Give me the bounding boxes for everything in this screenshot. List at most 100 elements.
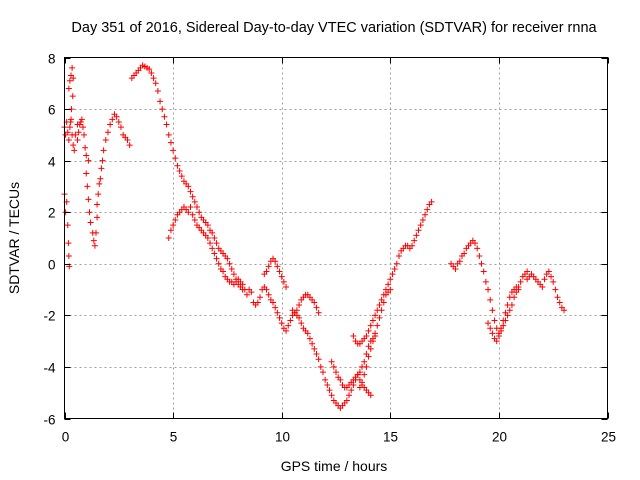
data-point — [274, 309, 281, 316]
data-point — [248, 289, 255, 296]
data-point — [545, 268, 552, 275]
data-point — [387, 286, 394, 293]
data-point — [313, 351, 320, 358]
data-point — [419, 216, 426, 223]
data-point — [85, 196, 92, 203]
data-point — [95, 191, 102, 198]
data-point — [428, 198, 435, 205]
data-point — [191, 198, 198, 205]
data-point — [350, 332, 357, 339]
data-point — [348, 387, 355, 394]
y-tick-label: -6 — [43, 413, 55, 428]
data-point — [278, 273, 285, 280]
data-point — [315, 309, 322, 316]
data-point — [315, 356, 322, 363]
data-point — [452, 265, 459, 272]
data-point — [220, 268, 227, 275]
data-point — [417, 222, 424, 229]
data-point — [189, 211, 196, 218]
data-point — [209, 245, 216, 252]
data-point — [359, 379, 366, 386]
data-point — [539, 283, 546, 290]
data-point — [157, 98, 164, 105]
data-point — [261, 271, 268, 278]
data-point — [361, 358, 368, 365]
data-point — [363, 363, 370, 370]
data-point — [278, 320, 285, 327]
data-point — [113, 113, 120, 120]
data-point — [172, 155, 179, 162]
data-point — [395, 253, 402, 260]
data-point — [306, 335, 313, 342]
data-point — [489, 307, 496, 314]
data-point — [66, 77, 73, 84]
data-point — [117, 124, 124, 131]
data-point — [148, 69, 155, 76]
data-point — [422, 211, 429, 218]
data-point — [287, 317, 294, 324]
data-point — [541, 276, 548, 283]
data-point — [97, 175, 104, 182]
axis-ticks: -6 -4 -2 0 2 4 6 8 0 5 10 15 20 25 — [43, 52, 616, 445]
plot-frame — [64, 57, 608, 419]
data-point — [515, 286, 522, 293]
data-point — [263, 286, 270, 293]
data-point — [70, 75, 77, 82]
data-point — [71, 147, 78, 154]
data-point — [283, 283, 290, 290]
data-point — [161, 113, 168, 120]
data-point — [313, 304, 320, 311]
data-point — [283, 327, 290, 334]
data-point — [326, 387, 333, 394]
y-tick-label: 8 — [48, 52, 56, 67]
data-point — [346, 392, 353, 399]
data-point — [369, 317, 376, 324]
data-point — [167, 139, 174, 146]
data-point — [226, 260, 233, 267]
data-point — [154, 88, 161, 95]
data-point — [76, 121, 83, 128]
data-point — [124, 137, 131, 144]
data-point — [65, 137, 72, 144]
grid — [64, 57, 608, 419]
data-point — [83, 152, 90, 159]
data-point — [372, 330, 379, 337]
x-tick-label: 20 — [492, 430, 507, 445]
data-point — [274, 263, 281, 270]
x-axis-label: GPS time / hours — [281, 458, 388, 474]
data-point — [311, 345, 318, 352]
data-point — [365, 353, 372, 360]
x-tick-label: 15 — [383, 430, 398, 445]
data-point — [322, 376, 329, 383]
data-point — [178, 173, 185, 180]
data-point — [330, 363, 337, 370]
data-point — [174, 162, 181, 169]
data-point — [91, 242, 98, 249]
data-point — [191, 216, 198, 223]
data-point — [75, 129, 82, 136]
data-point — [115, 118, 122, 125]
data-point — [65, 240, 72, 247]
y-tick-label: -2 — [43, 309, 55, 324]
data-point — [185, 183, 192, 190]
data-point — [548, 273, 555, 280]
data-point — [211, 250, 218, 257]
data-point — [265, 291, 272, 298]
data-point — [109, 116, 116, 123]
data-point — [495, 332, 502, 339]
data-point — [256, 294, 263, 301]
data-point — [506, 307, 513, 314]
data-point — [224, 255, 231, 262]
x-tick-label: 10 — [275, 430, 290, 445]
data-point — [385, 281, 392, 288]
data-point — [69, 93, 76, 100]
data-point — [165, 235, 172, 241]
data-point — [376, 302, 383, 309]
data-point — [391, 265, 398, 272]
data-point — [356, 369, 363, 376]
data-point — [502, 309, 509, 316]
data-point — [485, 286, 492, 293]
x-tick-label: 25 — [601, 430, 616, 445]
data-point — [506, 294, 513, 301]
data-point — [554, 294, 561, 301]
